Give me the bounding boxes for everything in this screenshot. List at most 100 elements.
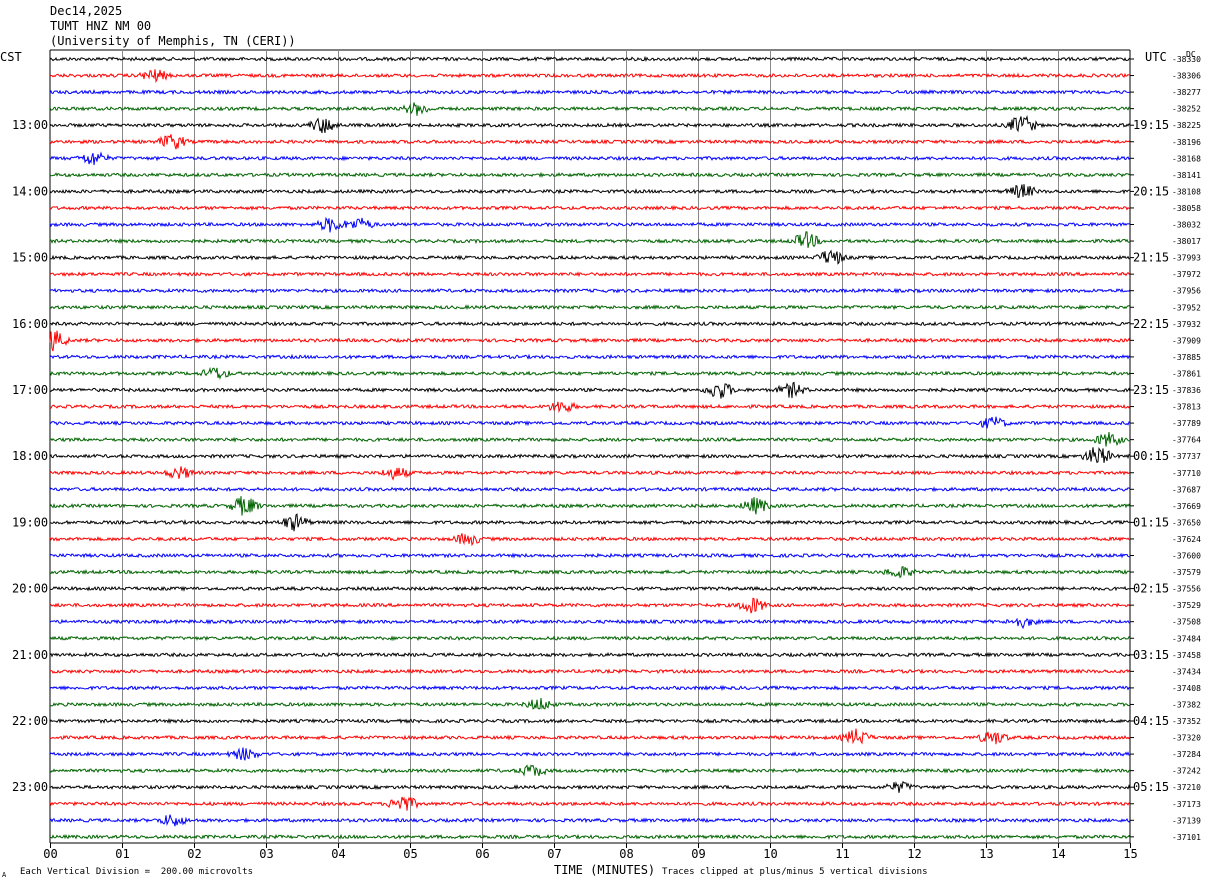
seismic-trace bbox=[49, 271, 1131, 278]
seismic-trace bbox=[49, 668, 1131, 675]
cst-hour-label: 20:00 bbox=[12, 582, 48, 596]
axis-labels: 00 01 02 03 04 05 06 07 08 09 10 11 12 13 14 15 -38330 -3… bbox=[12, 55, 1201, 861]
dc-offset-label: -37458 bbox=[1172, 651, 1201, 660]
seismic-trace bbox=[49, 114, 1131, 134]
dc-offset-label: -37836 bbox=[1172, 386, 1201, 395]
dc-offset-label: -37101 bbox=[1172, 833, 1201, 842]
seismic-trace bbox=[49, 747, 1131, 761]
seismic-trace bbox=[49, 134, 1131, 150]
dc-offset-label: -38058 bbox=[1172, 204, 1201, 213]
seismic-trace bbox=[49, 684, 1131, 692]
utc-hour-label: 22:15 bbox=[1133, 317, 1169, 331]
cst-hour-label: 15:00 bbox=[12, 251, 48, 265]
seismic-trace bbox=[49, 728, 1131, 745]
seismic-trace bbox=[49, 585, 1131, 592]
vertical-division-note: Each Vertical Division = 200.00 microvol… bbox=[20, 867, 253, 877]
dc-offset-label: -37885 bbox=[1172, 353, 1201, 362]
utc-hour-label: 03:15 bbox=[1133, 648, 1169, 662]
seismic-trace bbox=[49, 287, 1131, 294]
dc-offset-label: -37434 bbox=[1172, 667, 1201, 676]
x-tick-label: 10 bbox=[763, 847, 777, 861]
dc-offset-label: -37956 bbox=[1172, 287, 1201, 296]
seismic-trace bbox=[49, 69, 1131, 84]
dc-offset-label: -38196 bbox=[1172, 138, 1201, 147]
cst-hour-label: 18:00 bbox=[12, 449, 48, 463]
seismic-trace bbox=[49, 446, 1131, 464]
utc-hour-label: 20:15 bbox=[1133, 184, 1169, 198]
dc-offset-label: -37352 bbox=[1172, 717, 1201, 726]
x-tick-label: 12 bbox=[907, 847, 921, 861]
seismic-trace bbox=[49, 231, 1131, 248]
seismic-trace bbox=[49, 401, 1131, 414]
dc-offset-label: -38277 bbox=[1172, 88, 1201, 97]
station-label: TUMT HNZ NM 00 bbox=[50, 19, 152, 33]
dc-offset-label: -37484 bbox=[1172, 634, 1201, 643]
dc-offset-label: -37952 bbox=[1172, 303, 1201, 312]
seismic-trace bbox=[49, 533, 1131, 547]
x-tick-label: 04 bbox=[331, 847, 345, 861]
dc-offset-label: -37624 bbox=[1172, 535, 1201, 544]
utc-hour-label: 00:15 bbox=[1133, 449, 1169, 463]
seismic-trace bbox=[49, 833, 1131, 840]
seismic-trace bbox=[49, 320, 1131, 327]
seismic-trace bbox=[49, 496, 1131, 516]
cst-hour-label: 16:00 bbox=[12, 317, 48, 331]
dc-offset-label: -37972 bbox=[1172, 270, 1201, 279]
dc-offset-label: -37139 bbox=[1172, 816, 1201, 825]
dc-offset-label: -38306 bbox=[1172, 72, 1201, 81]
seismic-trace bbox=[49, 204, 1131, 212]
seismic-trace bbox=[49, 552, 1130, 559]
seismic-trace bbox=[49, 330, 1131, 352]
seismic-trace bbox=[49, 617, 1131, 630]
dc-offset-label: -38225 bbox=[1172, 121, 1201, 130]
seismic-trace bbox=[49, 635, 1131, 642]
seismic-trace bbox=[49, 151, 1131, 166]
clipping-note: Traces clipped at plus/minus 5 vertical … bbox=[662, 867, 928, 877]
dc-offset-label: -37173 bbox=[1172, 800, 1201, 809]
dc-offset-label: -37284 bbox=[1172, 750, 1201, 759]
x-tick-label: 15 bbox=[1123, 847, 1137, 861]
seismic-trace bbox=[49, 171, 1131, 178]
dc-offset-label: -37669 bbox=[1172, 502, 1201, 511]
x-axis-title: TIME (MINUTES) bbox=[554, 863, 656, 877]
dc-offset-label: -37789 bbox=[1172, 419, 1201, 428]
seismic-trace bbox=[49, 651, 1131, 658]
dc-offset-label: -37556 bbox=[1172, 585, 1201, 594]
seismic-trace bbox=[50, 249, 1131, 265]
cst-hour-label: 23:00 bbox=[12, 780, 48, 794]
dc-offset-label: -37993 bbox=[1172, 254, 1201, 263]
dc-offset-label: -37710 bbox=[1172, 469, 1201, 478]
x-tick-label: 02 bbox=[187, 847, 201, 861]
seismic-trace bbox=[49, 764, 1131, 777]
cst-hour-label: 14:00 bbox=[12, 184, 48, 198]
x-tick-label: 14 bbox=[1051, 847, 1065, 861]
corner-mark: A bbox=[2, 871, 7, 879]
cst-hour-label: 19:00 bbox=[12, 515, 48, 529]
dc-offset-label: -37210 bbox=[1172, 783, 1201, 792]
dc-offset-label: -38252 bbox=[1172, 105, 1201, 114]
dc-offset-label: -38141 bbox=[1172, 171, 1201, 180]
utc-hour-label: 02:15 bbox=[1133, 582, 1169, 596]
cst-hour-label: 22:00 bbox=[12, 714, 48, 728]
dc-offset-label: -37737 bbox=[1172, 452, 1201, 461]
right-timezone-label: UTC bbox=[1145, 50, 1167, 64]
dc-offset-label: -37579 bbox=[1172, 568, 1201, 577]
seismic-trace bbox=[49, 486, 1131, 493]
dc-offset-label: -37320 bbox=[1172, 734, 1201, 743]
dc-offset-label: -38032 bbox=[1172, 221, 1201, 230]
dc-offset-label: -37529 bbox=[1172, 601, 1201, 610]
dc-offset-label: -37909 bbox=[1172, 336, 1201, 345]
seismic-trace bbox=[49, 431, 1131, 447]
x-tick-label: 11 bbox=[835, 847, 849, 861]
seismic-traces bbox=[49, 55, 1131, 840]
utc-hour-label: 04:15 bbox=[1133, 714, 1169, 728]
dc-offset-label: -38330 bbox=[1172, 55, 1201, 64]
seismic-trace bbox=[49, 366, 1131, 380]
institution-label: (University of Memphis, TN (CERI)) bbox=[50, 34, 296, 48]
dc-offset-label: -37382 bbox=[1172, 700, 1201, 709]
left-timezone-label: CST bbox=[0, 50, 22, 64]
seismic-trace bbox=[49, 513, 1131, 532]
seismic-trace bbox=[49, 780, 1131, 793]
dc-offset-label: -37813 bbox=[1172, 403, 1201, 412]
